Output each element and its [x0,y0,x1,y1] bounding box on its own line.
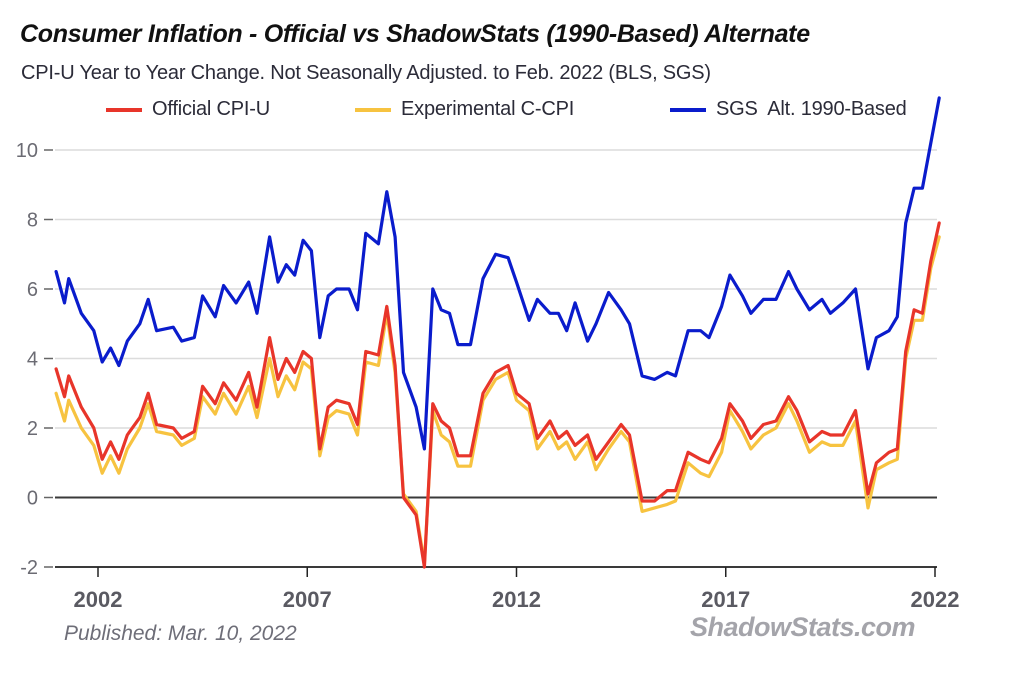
y-tick-label: 0 [27,488,38,510]
series-line-sgs-alt [54,96,941,451]
series-line-official-cpi-u [54,221,941,569]
legend: Official CPI-U Experimental C-CPI SGS Al… [0,98,1014,128]
chart-title: Consumer Inflation - Official vs ShadowS… [20,20,810,48]
x-tick-label: 2007 [283,587,332,612]
x-tick-label: 2022 [911,587,960,612]
y-tick-label: -2 [20,557,38,579]
y-tick-label: 2 [27,418,38,440]
tick-labels: 10 8 6 4 2 0 -2 2002 2007 2012 2017 2022 [16,140,960,612]
legend-label-sgs-alt: SGS Alt. 1990-Based [716,98,907,120]
y-tick-label: 4 [27,349,38,371]
legend-label-experimental-c-cpi: Experimental C-CPI [401,98,575,120]
x-tick-label: 2002 [74,587,123,612]
x-tick-label: 2017 [701,587,750,612]
y-tick-label: 10 [16,140,38,162]
legend-swatch-sgs-alt [670,107,706,112]
brand-watermark: ShadowStats.com [690,612,916,642]
y-tick-label: 6 [27,279,38,301]
chart-subtitle: CPI-U Year to Year Change. Not Seasonall… [21,62,711,84]
legend-label-official-cpi-u: Official CPI-U [152,98,270,120]
legend-item-experimental-c-cpi: Experimental C-CPI [355,98,574,121]
series-line-experimental-c-cpi [54,235,941,566]
legend-swatch-official-cpi-u [106,107,142,112]
gridlines [55,149,937,568]
published-date: Published: Mar. 10, 2022 [64,622,297,645]
legend-swatch-experimental-c-cpi [355,107,391,112]
legend-item-official-cpi-u: Official CPI-U [106,98,270,121]
y-tick-label: 8 [27,210,38,232]
x-tick-label: 2012 [492,587,541,612]
legend-item-sgs-alt: SGS Alt. 1990-Based [670,98,907,121]
axes [44,149,936,577]
series-lines [54,96,941,569]
